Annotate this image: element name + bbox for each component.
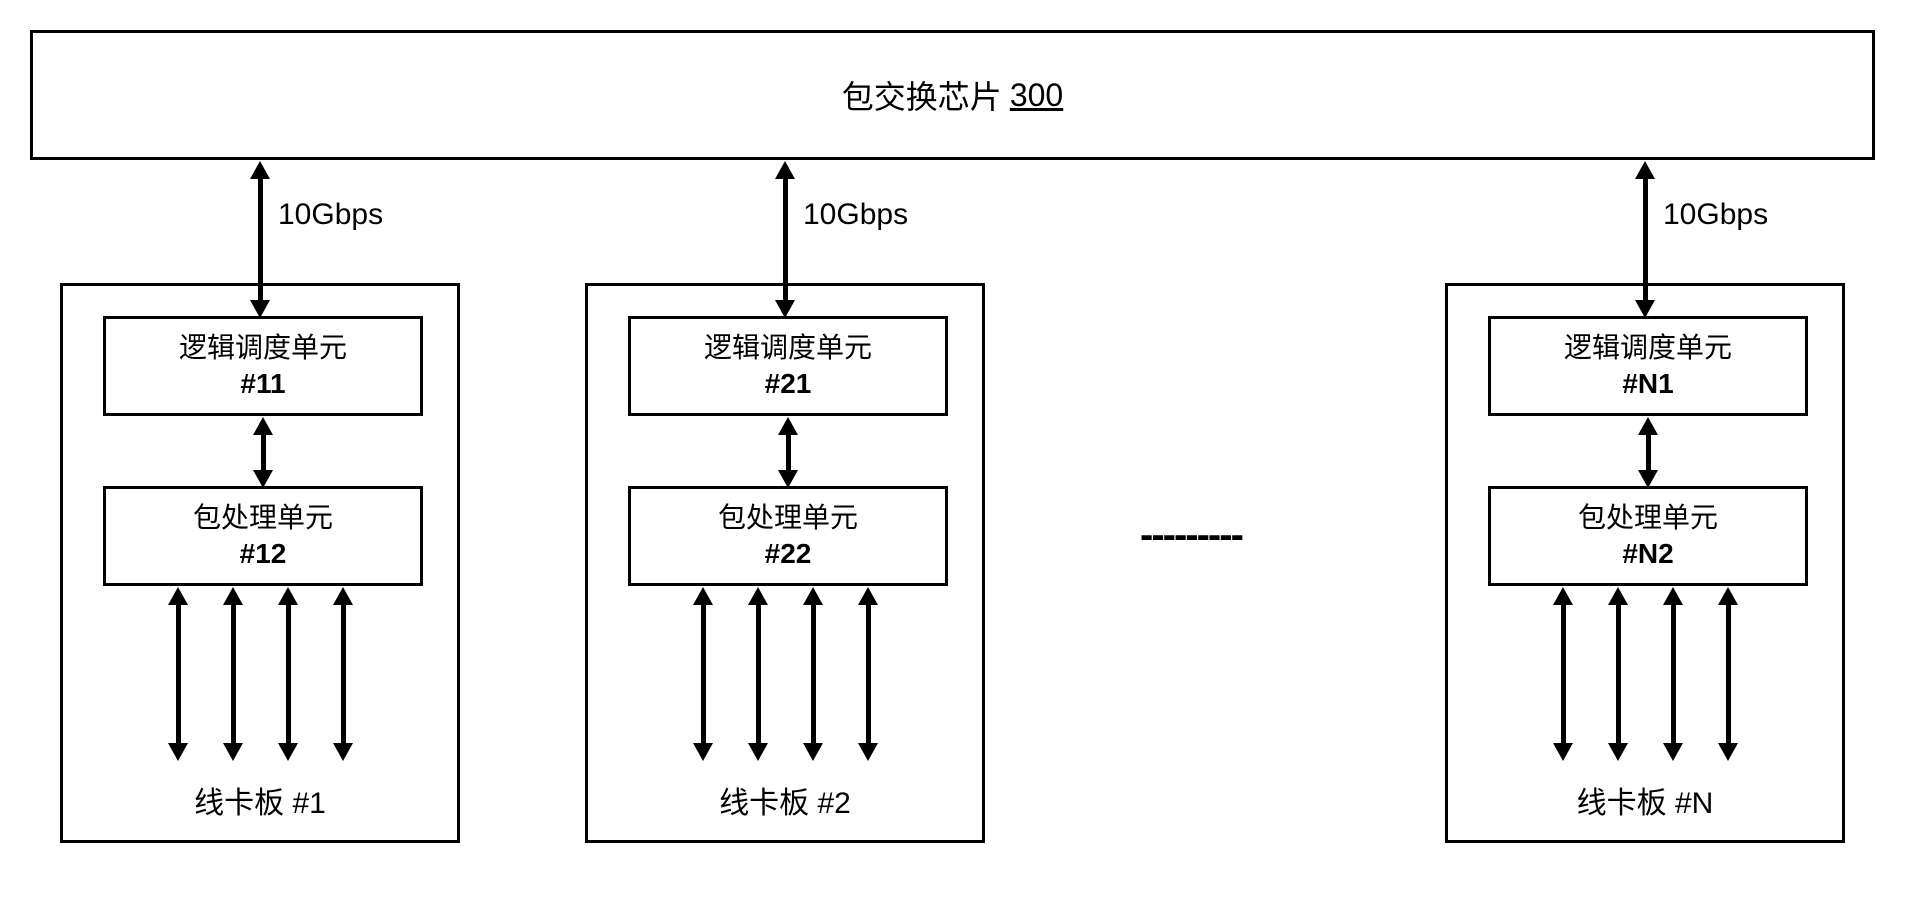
line-card-label: 线卡板 #1 (63, 778, 457, 822)
link-speed-label: 10Gbps (278, 198, 383, 232)
chip-label: 包交换芯片 (842, 72, 1002, 118)
packet-processing-unit: 包处理单元#N2 (1488, 486, 1808, 586)
line-card-label: 线卡板 #2 (588, 778, 982, 822)
packet-processing-unit: 包处理单元#22 (628, 486, 948, 586)
packet-processing-unit: 包处理单元#12 (103, 486, 423, 586)
line-card: 逻辑调度单元#N1 包处理单元#N2 线卡板 #N (1445, 283, 1845, 843)
line-card: 逻辑调度单元#21 包处理单元#22 线卡板 #2 (585, 283, 985, 843)
line-card: 逻辑调度单元#11 包处理单元#12 线卡板 #1 (60, 283, 460, 843)
chip-number: 300 (1010, 77, 1063, 114)
line-card-label: 线卡板 #N (1448, 778, 1842, 822)
logic-scheduler-unit: 逻辑调度单元#N1 (1488, 316, 1808, 416)
link-speed-label: 10Gbps (803, 198, 908, 232)
logic-scheduler-unit: 逻辑调度单元#21 (628, 316, 948, 416)
ellipsis: --------- (1140, 513, 1242, 558)
link-speed-label: 10Gbps (1663, 198, 1768, 232)
logic-scheduler-unit: 逻辑调度单元#11 (103, 316, 423, 416)
packet-switch-chip: 包交换芯片 300 (30, 30, 1875, 160)
